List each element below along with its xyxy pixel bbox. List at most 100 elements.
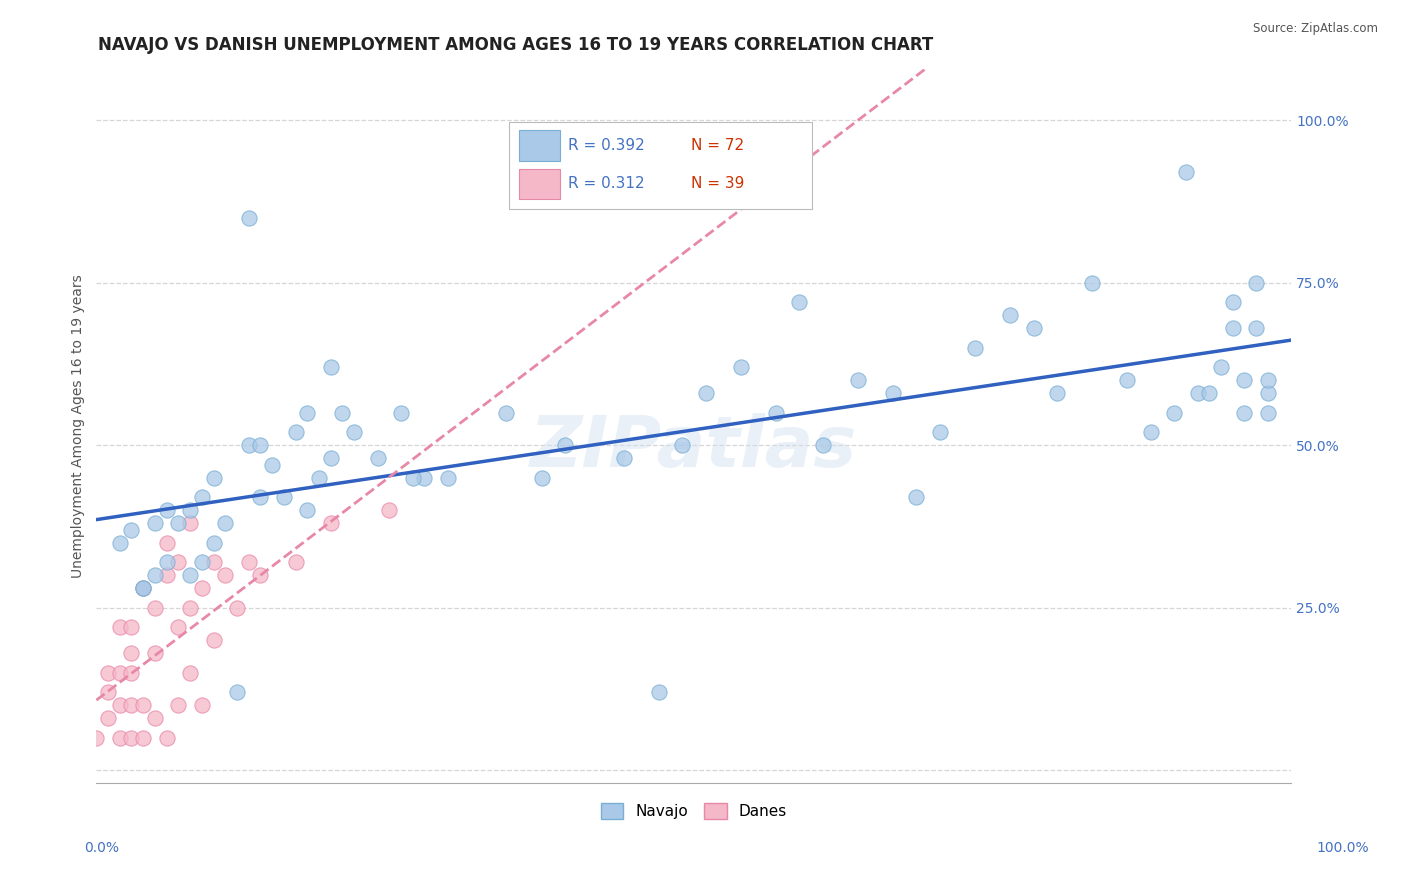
Point bbox=[308, 471, 330, 485]
Point bbox=[671, 438, 693, 452]
Text: N = 72: N = 72 bbox=[692, 137, 744, 153]
Point bbox=[132, 581, 155, 595]
Point bbox=[378, 503, 401, 517]
Point bbox=[143, 646, 166, 660]
Point bbox=[343, 425, 366, 440]
Point bbox=[202, 555, 225, 569]
Point bbox=[413, 471, 436, 485]
Text: Source: ZipAtlas.com: Source: ZipAtlas.com bbox=[1253, 22, 1378, 36]
Point bbox=[367, 451, 389, 466]
Point bbox=[249, 490, 271, 504]
Point bbox=[1209, 360, 1232, 375]
Point bbox=[132, 581, 155, 595]
Point bbox=[108, 698, 131, 712]
Text: N = 39: N = 39 bbox=[692, 176, 745, 191]
Point bbox=[238, 211, 260, 225]
Point bbox=[530, 471, 553, 485]
Point bbox=[1233, 406, 1256, 420]
Point bbox=[179, 568, 201, 582]
Point bbox=[86, 731, 108, 745]
Point bbox=[765, 406, 787, 420]
Text: ZIPatlas: ZIPatlas bbox=[530, 413, 858, 482]
Point bbox=[1222, 295, 1244, 310]
Point bbox=[1163, 406, 1185, 420]
Point bbox=[882, 386, 904, 401]
Point bbox=[389, 406, 412, 420]
Point bbox=[238, 438, 260, 452]
Point bbox=[156, 535, 179, 549]
Point bbox=[1222, 321, 1244, 335]
Point bbox=[132, 581, 155, 595]
Point bbox=[167, 516, 190, 531]
Point bbox=[1022, 321, 1045, 335]
Point bbox=[1116, 373, 1139, 387]
Text: 0.0%: 0.0% bbox=[84, 841, 118, 855]
Point bbox=[121, 698, 143, 712]
Point bbox=[202, 471, 225, 485]
Point bbox=[97, 685, 120, 699]
Point bbox=[214, 568, 236, 582]
Point bbox=[262, 458, 284, 472]
Point bbox=[226, 685, 249, 699]
Point bbox=[1081, 276, 1104, 290]
Point bbox=[1174, 165, 1197, 179]
Point bbox=[191, 555, 214, 569]
Point bbox=[156, 731, 179, 745]
Point bbox=[1257, 373, 1279, 387]
Point bbox=[202, 633, 225, 648]
Point bbox=[121, 646, 143, 660]
Point bbox=[1257, 386, 1279, 401]
Point bbox=[332, 406, 354, 420]
Point bbox=[284, 425, 307, 440]
Point bbox=[226, 600, 249, 615]
Point bbox=[121, 523, 143, 537]
Point bbox=[905, 490, 928, 504]
Point bbox=[1244, 321, 1267, 335]
Point bbox=[121, 731, 143, 745]
Text: 100.0%: 100.0% bbox=[1316, 841, 1369, 855]
Point bbox=[437, 471, 460, 485]
Point bbox=[97, 665, 120, 680]
Point bbox=[156, 503, 179, 517]
Point bbox=[1046, 386, 1069, 401]
Point bbox=[647, 685, 669, 699]
Point bbox=[1139, 425, 1161, 440]
Point bbox=[249, 438, 271, 452]
Point bbox=[319, 451, 342, 466]
Legend: Navajo, Danes: Navajo, Danes bbox=[595, 797, 793, 825]
Y-axis label: Unemployment Among Ages 16 to 19 years: Unemployment Among Ages 16 to 19 years bbox=[72, 274, 86, 578]
Point bbox=[143, 600, 166, 615]
Point bbox=[132, 698, 155, 712]
Point bbox=[249, 568, 271, 582]
Point bbox=[167, 555, 190, 569]
Text: NAVAJO VS DANISH UNEMPLOYMENT AMONG AGES 16 TO 19 YEARS CORRELATION CHART: NAVAJO VS DANISH UNEMPLOYMENT AMONG AGES… bbox=[98, 36, 934, 54]
Point bbox=[191, 698, 214, 712]
Point bbox=[108, 535, 131, 549]
Point bbox=[1257, 406, 1279, 420]
Point bbox=[214, 516, 236, 531]
Point bbox=[179, 516, 201, 531]
Point bbox=[191, 490, 214, 504]
Point bbox=[1233, 373, 1256, 387]
Point bbox=[963, 341, 986, 355]
Point bbox=[695, 386, 717, 401]
Point bbox=[179, 665, 201, 680]
Point bbox=[179, 600, 201, 615]
Point bbox=[787, 295, 810, 310]
Point bbox=[1187, 386, 1209, 401]
Point bbox=[846, 373, 869, 387]
Point bbox=[143, 568, 166, 582]
Point bbox=[179, 503, 201, 517]
Point bbox=[238, 555, 260, 569]
Point bbox=[108, 665, 131, 680]
Text: R = 0.312: R = 0.312 bbox=[568, 176, 644, 191]
Point bbox=[156, 568, 179, 582]
Point bbox=[143, 711, 166, 725]
Text: R = 0.392: R = 0.392 bbox=[568, 137, 644, 153]
Point bbox=[108, 620, 131, 634]
Point bbox=[167, 620, 190, 634]
Point bbox=[402, 471, 425, 485]
Point bbox=[1198, 386, 1220, 401]
Point bbox=[108, 731, 131, 745]
Point bbox=[167, 698, 190, 712]
